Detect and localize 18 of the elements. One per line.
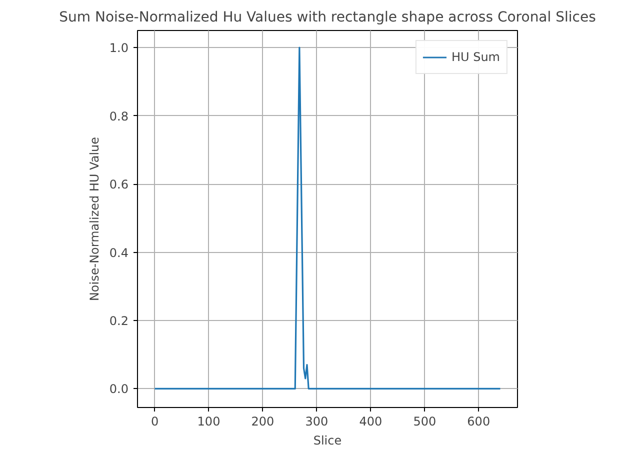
y-tick-label: 0.8 bbox=[109, 109, 129, 124]
y-tick-label: 0.2 bbox=[109, 314, 129, 328]
legend-label: HU Sum bbox=[451, 50, 500, 64]
x-tick-label: 0 bbox=[150, 414, 159, 428]
y-tick-label: 0.0 bbox=[109, 382, 129, 396]
x-tick-label: 200 bbox=[251, 414, 274, 428]
line-series bbox=[154, 46, 502, 390]
chart-title: Sum Noise-Normalized Hu Values with rectangle shape across Coronal Slices bbox=[59, 10, 596, 26]
y-tick-label: 0.4 bbox=[109, 246, 129, 260]
x-tick-label: 300 bbox=[305, 414, 328, 428]
x-tick-label: 400 bbox=[359, 414, 382, 428]
y-tick-label: 0.6 bbox=[109, 178, 129, 192]
y-tick-label: 1.0 bbox=[109, 41, 129, 56]
x-axis-title: Slice bbox=[313, 434, 342, 448]
x-tick-label: 500 bbox=[413, 414, 436, 428]
x-tick-label: 100 bbox=[197, 414, 220, 428]
x-tick-label: 600 bbox=[467, 414, 490, 428]
y-axis-title: Noise-Normalized HU Value bbox=[87, 136, 102, 302]
